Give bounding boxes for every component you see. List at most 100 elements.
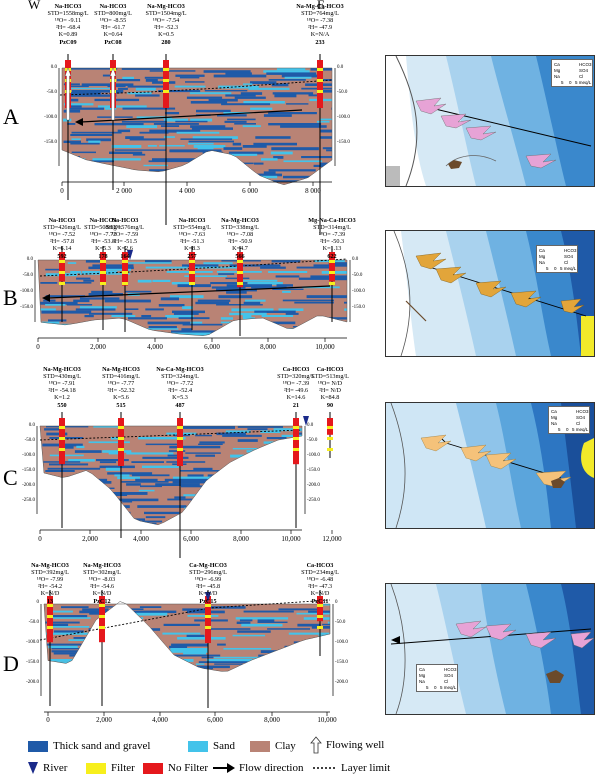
sand-gravel-lens <box>224 120 247 123</box>
sand-gravel-lens <box>196 109 231 113</box>
sand-gravel-lens <box>242 145 267 148</box>
key-c-mg: Mg <box>551 415 558 420</box>
sand-gravel-lens <box>109 656 148 660</box>
key-a-scale-r: 5 meq/L <box>575 80 592 85</box>
well-filter <box>317 626 323 629</box>
well-name-label: 592 <box>57 253 67 260</box>
sand-gravel-lens <box>118 87 128 90</box>
y-tick-label-right: -200.0 <box>335 680 348 685</box>
sand-lens <box>303 617 330 620</box>
sand-lens <box>220 317 233 320</box>
sand-lens <box>129 328 179 330</box>
well-filter <box>317 615 323 618</box>
sand-lens <box>67 262 77 264</box>
well-type-label: Ca-HCO3 <box>316 366 344 373</box>
well-type-label: Mg-Na-Ca-HCO3 <box>308 217 356 224</box>
sand-lens <box>282 290 291 293</box>
sand-gravel-lens <box>127 522 137 525</box>
sand-lens <box>163 118 188 122</box>
sand-gravel-lens <box>49 503 100 506</box>
sand-gravel-lens <box>111 326 138 329</box>
sand-gravel-lens <box>231 476 249 479</box>
sand-lens <box>313 175 332 179</box>
sand-gravel-lens <box>206 606 246 609</box>
sand-gravel-lens <box>63 109 81 113</box>
sand-gravel-lens <box>222 434 262 437</box>
sand-gravel-lens <box>144 511 180 515</box>
sand-lens <box>238 494 247 498</box>
sand-lens <box>65 182 76 185</box>
dotted-line-icon <box>313 767 337 769</box>
sand-gravel-lens <box>74 450 102 453</box>
sand-gravel-lens <box>258 654 295 658</box>
west-label: W <box>28 0 41 12</box>
sand-lens <box>79 306 117 309</box>
sand-gravel-lens <box>169 149 222 153</box>
sand-gravel-lens <box>70 134 113 136</box>
x-tick-label: 0 <box>46 716 50 724</box>
sand-gravel-lens <box>139 175 155 178</box>
sand-gravel-lens <box>305 83 332 86</box>
sand-lens <box>106 643 158 647</box>
sand-lens <box>288 632 330 635</box>
sand-gravel-lens <box>257 621 288 623</box>
well-k-label: K=1.2 <box>54 394 70 401</box>
sand-gravel-lens <box>242 525 279 527</box>
sand-lens <box>145 266 188 269</box>
sand-gravel-lens <box>91 290 113 294</box>
key-a-hco3: HCO3 <box>579 62 592 67</box>
sand-gravel-lens <box>153 670 164 672</box>
sand-lens <box>230 332 267 335</box>
well-filter <box>237 271 243 274</box>
sand-lens <box>316 120 330 123</box>
sand-lens <box>212 503 255 505</box>
well-h2-label: ²H= N/D <box>318 387 342 394</box>
sand-gravel-lens <box>103 652 128 655</box>
sand-lens <box>105 467 121 471</box>
sand-gravel-lens <box>131 461 164 463</box>
sand-lens <box>236 175 278 179</box>
swatch-no-filter <box>143 762 163 774</box>
sand-gravel-lens <box>237 439 258 442</box>
sand-lens <box>243 317 255 320</box>
sand-lens <box>137 279 152 283</box>
well-k-label: K=8.3 <box>184 245 200 252</box>
layer-limit-line <box>39 429 303 441</box>
sand-gravel-lens <box>278 608 322 611</box>
sand-lens <box>76 445 85 449</box>
y-tick-label-right: -150.0 <box>352 305 365 310</box>
legend-layer-limit: Layer limit <box>313 762 390 774</box>
well-no-filter <box>59 252 65 282</box>
sand-lens <box>39 308 56 311</box>
sand-gravel-lens <box>188 140 234 143</box>
sand-gravel-lens <box>105 173 150 176</box>
key-c-na: Na <box>551 421 557 426</box>
sand-lens <box>243 101 285 104</box>
sand-gravel-lens <box>39 301 78 305</box>
sand-lens <box>223 648 272 650</box>
well-filter <box>100 282 106 285</box>
sand-lens <box>138 489 155 492</box>
well-filter <box>329 260 335 263</box>
sand-gravel-lens <box>45 483 61 486</box>
sand-gravel-lens <box>149 129 201 133</box>
well-name-label: PzC08 <box>104 39 122 46</box>
well-no-filter <box>59 418 65 465</box>
sand-gravel-lens <box>145 443 181 446</box>
sand-lens <box>71 138 81 140</box>
well-no-filter <box>163 60 169 108</box>
key-c-scale-m: 0 <box>566 427 569 432</box>
sand-lens <box>105 268 131 271</box>
well-o18-label: ¹⁸O= -6.99 <box>194 576 222 583</box>
well-filter <box>99 604 105 607</box>
sand-gravel-lens <box>180 485 217 488</box>
well-k-label: K=N/D <box>198 590 218 597</box>
sand-gravel-lens <box>65 500 109 503</box>
sand-gravel-lens <box>301 156 332 159</box>
well-h2-label: ²H= -47.9 <box>307 24 333 31</box>
key-d-scale-l: 5 <box>426 685 429 690</box>
sand-gravel-lens <box>51 648 85 650</box>
x-tick-label: 4 000 <box>179 187 195 195</box>
key-b-na: Na <box>539 260 545 265</box>
